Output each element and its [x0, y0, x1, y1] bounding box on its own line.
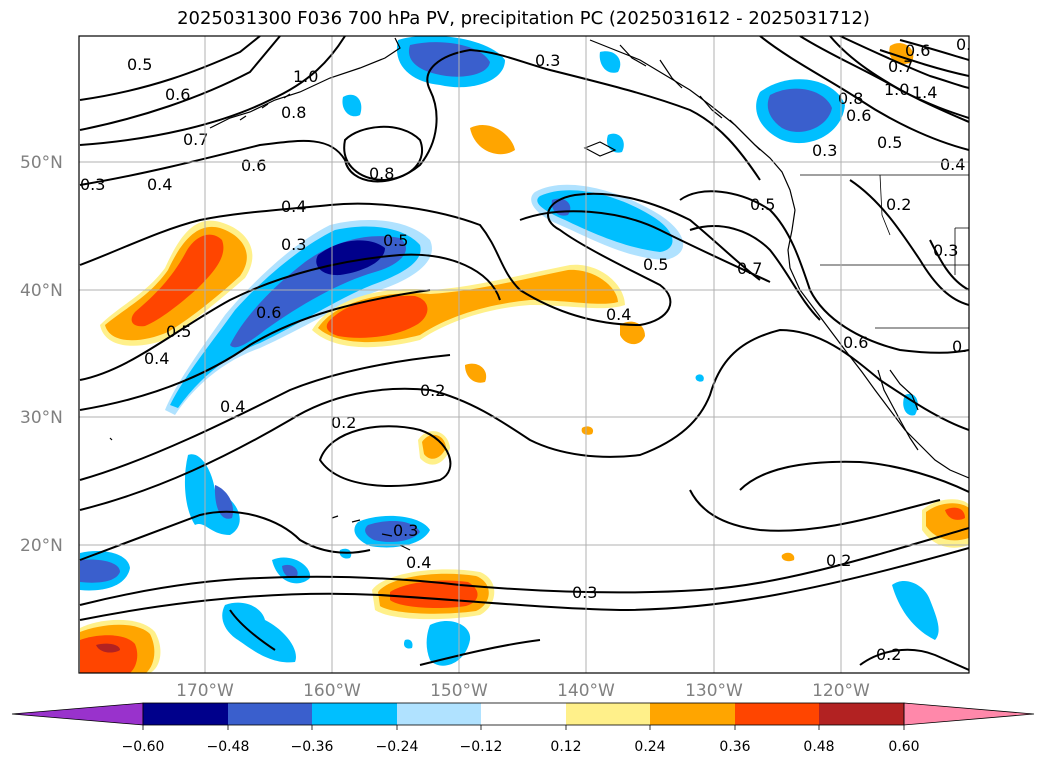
lon-label-170w: 170°W	[176, 681, 234, 701]
svg-text:0.5: 0.5	[166, 322, 191, 341]
svg-text:0.4: 0.4	[144, 349, 169, 368]
colorbar-segment-9	[819, 703, 904, 725]
svg-text:0.6: 0.6	[956, 35, 981, 54]
svg-text:0.8: 0.8	[281, 103, 306, 122]
lon-label-120w: 120°W	[812, 681, 870, 701]
svg-text:0.4: 0.4	[281, 197, 306, 216]
svg-text:0.6: 0.6	[165, 85, 190, 104]
lat-label-30n: 30°N	[20, 408, 63, 428]
lon-label-160w: 160°W	[303, 681, 361, 701]
svg-text:1.0: 1.0	[884, 80, 909, 99]
colorbar-segment-1	[143, 703, 228, 725]
svg-text:0.3: 0.3	[393, 521, 418, 540]
colorbar-tick-label: 0.48	[803, 739, 834, 755]
svg-text:1.0: 1.0	[293, 67, 318, 86]
map-title: 2025031300 F036 700 hPa PV, precipitatio…	[177, 8, 870, 29]
colorbar-tick-label: −0.60	[122, 739, 165, 755]
lat-label-20n: 20°N	[20, 536, 63, 556]
lat-label-40n: 40°N	[20, 281, 63, 301]
svg-text:0.2: 0.2	[826, 551, 851, 570]
lat-label-50n: 50°N	[20, 153, 63, 173]
colorbar-tick-label: −0.12	[460, 739, 503, 755]
colorbar-tick-label: −0.48	[207, 739, 250, 755]
svg-text:0.4: 0.4	[406, 553, 431, 572]
pv-contours	[79, 36, 969, 671]
colorbar-tick-label: 0.24	[634, 739, 665, 755]
contour-labels: 0.5 0.6 1.0 0.8 0.7 0.3 0.4 0.6 0.8 0.4 …	[80, 35, 981, 664]
colorbar-segment-6	[566, 703, 650, 725]
svg-text:0.5: 0.5	[383, 231, 408, 250]
svg-text:0.4: 0.4	[220, 397, 245, 416]
colorbar-tick-label: 0.12	[550, 739, 581, 755]
svg-text:0.2: 0.2	[331, 413, 356, 432]
svg-text:0.8: 0.8	[838, 89, 863, 108]
svg-text:0.3: 0.3	[812, 141, 837, 160]
svg-text:0.4: 0.4	[147, 175, 172, 194]
svg-text:0.3: 0.3	[80, 175, 105, 194]
longitude-labels: 170°W 160°W 150°W 140°W 130°W 120°W	[176, 681, 870, 701]
svg-text:0.3: 0.3	[572, 583, 597, 602]
svg-text:0.3: 0.3	[281, 235, 306, 254]
svg-text:0.7: 0.7	[737, 259, 762, 278]
svg-text:0.5: 0.5	[952, 337, 977, 356]
svg-text:0.6: 0.6	[256, 303, 281, 322]
svg-text:0.5: 0.5	[877, 133, 902, 152]
svg-text:0.6: 0.6	[843, 333, 868, 352]
colorbar-extend-low	[11, 702, 144, 726]
svg-text:0.4: 0.4	[606, 305, 631, 324]
precipitation-shading	[80, 36, 969, 673]
colorbar-segment-8	[735, 703, 819, 725]
svg-text:0.6: 0.6	[846, 106, 871, 125]
svg-text:0.7: 0.7	[888, 57, 913, 76]
colorbar-segment-3	[312, 703, 397, 725]
svg-text:0.5: 0.5	[127, 55, 152, 74]
colorbar-segment-5	[481, 703, 566, 725]
lon-label-130w: 130°W	[685, 681, 743, 701]
svg-text:1.4: 1.4	[912, 83, 937, 102]
colorbar-extend-high	[903, 702, 1035, 726]
svg-text:0.7: 0.7	[183, 130, 208, 149]
svg-text:0.2: 0.2	[420, 381, 445, 400]
svg-text:0.3: 0.3	[933, 241, 958, 260]
svg-text:0.2: 0.2	[886, 195, 911, 214]
svg-text:0.8: 0.8	[369, 164, 394, 183]
map-frame	[78, 35, 970, 674]
svg-text:0.3: 0.3	[535, 51, 560, 70]
colorbar-segment-7	[650, 703, 735, 725]
colorbar-segment-4	[397, 703, 481, 725]
svg-text:0.4: 0.4	[940, 155, 965, 174]
svg-text:0.5: 0.5	[643, 255, 668, 274]
lon-label-140w: 140°W	[557, 681, 615, 701]
svg-text:0.2: 0.2	[876, 645, 901, 664]
latitude-labels: 20°N 30°N 40°N 50°N	[20, 153, 63, 556]
colorbar-tick-label: 0.36	[719, 739, 750, 755]
svg-text:0.6: 0.6	[241, 156, 266, 175]
colorbar-tick-label: −0.24	[376, 739, 419, 755]
colorbar-tick-label: 0.60	[888, 739, 919, 755]
colorbar-segment-2	[228, 703, 312, 725]
gridlines	[79, 36, 969, 673]
colorbar: −0.60 −0.48 −0.36 −0.24 −0.12 0.12 0.24 …	[11, 702, 1035, 755]
lon-label-150w: 150°W	[430, 681, 488, 701]
svg-text:0.6: 0.6	[905, 41, 930, 60]
svg-text:0.5: 0.5	[750, 195, 775, 214]
colorbar-tick-label: −0.36	[291, 739, 334, 755]
